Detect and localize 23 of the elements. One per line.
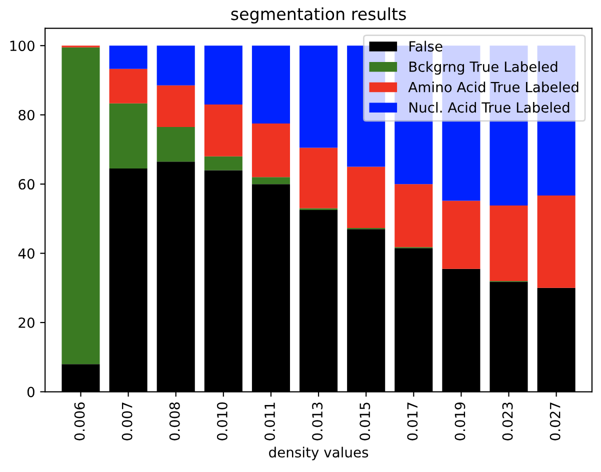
legend-label: Bckgrng True Labeled [410, 61, 558, 75]
y-tick-label: 100 [10, 40, 34, 52]
x-tick-label: 0.027 [550, 402, 560, 440]
y-tick-label: 40 [18, 248, 34, 259]
x-tick-label: 0.011 [264, 402, 276, 440]
x-tick-label: 0.006 [74, 402, 85, 440]
y-tick-label: 0 [27, 386, 34, 398]
x-tick-label: 0.008 [169, 402, 180, 440]
x-axis-title: density values [269, 446, 368, 460]
x-tick-label: 0.010 [216, 402, 228, 440]
chart-title: segmentation results [231, 7, 406, 24]
x-tick-label: 0.023 [502, 402, 513, 440]
y-tick-label: 80 [18, 110, 34, 120]
x-tick-label: 0.019 [454, 402, 466, 440]
legend-label: Nucl. Acid True Labeled [410, 102, 570, 113]
x-tick-label: 0.015 [360, 402, 370, 440]
x-tick-label: 0.007 [122, 402, 132, 440]
legend-label: Amino Acid True Labeled [408, 82, 578, 92]
y-tick-label: 60 [18, 179, 34, 190]
y-tick-label: 20 [18, 318, 34, 328]
legend-label: False [410, 40, 442, 52]
x-tick-label: 0.017 [407, 402, 418, 440]
x-tick-label: 0.013 [312, 402, 323, 440]
